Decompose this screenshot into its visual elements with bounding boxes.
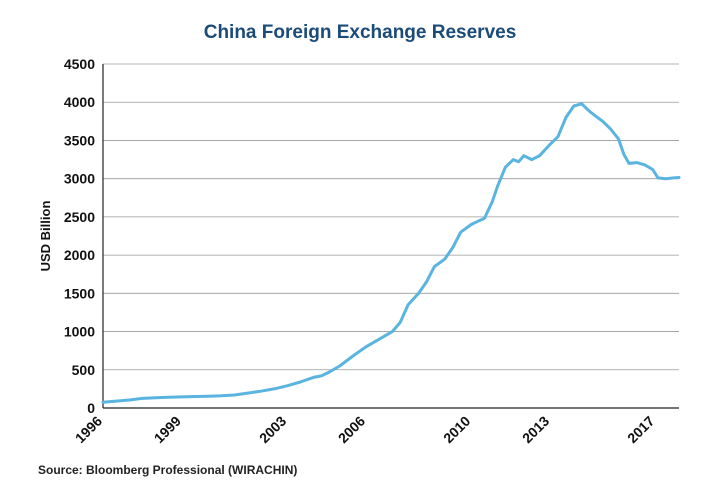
x-tick-1999: 1999 <box>151 413 184 446</box>
y-tick-500: 500 <box>72 362 96 378</box>
series-layer <box>101 102 681 404</box>
y-tick-3500: 3500 <box>64 132 95 148</box>
x-tick-2017: 2017 <box>624 413 657 446</box>
x-tick-2006: 2006 <box>335 413 368 446</box>
source-note: Source: Bloomberg Professional (WIRACHIN… <box>38 463 298 477</box>
x-tick-2003: 2003 <box>256 413 289 446</box>
y-tick-2000: 2000 <box>64 247 95 263</box>
y-tick-4000: 4000 <box>64 94 95 110</box>
y-tick-0: 0 <box>87 400 95 416</box>
series-line-0 <box>101 102 681 404</box>
chart-title: China Foreign Exchange Reserves <box>203 22 517 43</box>
x-tick-2013: 2013 <box>519 413 552 446</box>
y-tick-3000: 3000 <box>64 171 95 187</box>
y-tick-1500: 1500 <box>64 285 95 301</box>
x-tick-2010: 2010 <box>440 413 473 446</box>
y-tick-1000: 1000 <box>64 324 95 340</box>
gridlines <box>103 63 679 409</box>
x-tick-1996: 1996 <box>72 413 105 446</box>
y-tick-2500: 2500 <box>64 209 95 225</box>
y-tick-labels: 0 500 1000 1500 2000 2500 3000 3500 4000 4500 <box>64 56 95 416</box>
y-axis-label: USD Billion <box>38 201 53 272</box>
x-tick-labels: 1996 1999 2003 2006 2010 2013 2017 <box>72 413 658 446</box>
y-tick-4500: 4500 <box>64 56 95 72</box>
